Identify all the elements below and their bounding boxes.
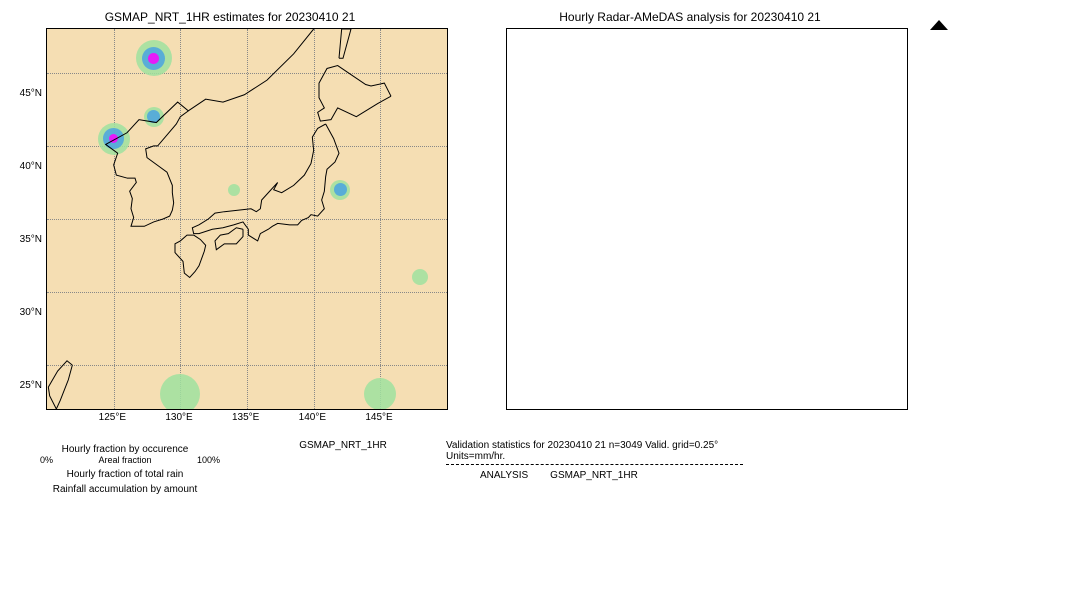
stats-th-product: GSMAP_NRT_1HR	[540, 469, 648, 482]
contingency-product: GSMAP_NRT_1HR	[258, 440, 428, 451]
scale-mid: Areal fraction	[98, 455, 151, 465]
colorbar	[930, 30, 960, 410]
contingency-table: GSMAP_NRT_1HR	[258, 440, 428, 549]
statistics-section: Validation statistics for 20230410 21 n=…	[446, 440, 1070, 549]
accum-title: Rainfall accumulation by amount	[10, 484, 240, 495]
scores-list	[773, 440, 1070, 549]
scale-high: 100%	[197, 455, 220, 465]
scale-low: 0%	[40, 455, 53, 465]
total-rain-title: Hourly fraction of total rain	[10, 469, 240, 480]
gsmap-panel: GSMAP_NRT_1HR estimates for 20230410 21 …	[10, 10, 450, 430]
stats-th-analysis: ANALYSIS	[470, 469, 538, 482]
occurence-title: Hourly fraction by occurence	[10, 444, 240, 455]
fraction-column: Hourly fraction by occurence 0% Areal fr…	[10, 440, 240, 549]
top-row: GSMAP_NRT_1HR estimates for 20230410 21 …	[10, 10, 1070, 430]
colorbar-arrow	[930, 20, 948, 30]
radar-map	[506, 28, 908, 410]
bottom-row: Hourly fraction by occurence 0% Areal fr…	[10, 440, 1070, 549]
radar-title: Hourly Radar-AMeDAS analysis for 2023041…	[470, 10, 910, 24]
stats-header: Validation statistics for 20230410 21 n=…	[446, 440, 743, 462]
gsmap-map	[46, 28, 448, 410]
gsmap-title: GSMAP_NRT_1HR estimates for 20230410 21	[10, 10, 450, 24]
radar-panel: Hourly Radar-AMeDAS analysis for 2023041…	[470, 10, 910, 430]
stats-table: ANALYSIS GSMAP_NRT_1HR	[446, 467, 650, 484]
